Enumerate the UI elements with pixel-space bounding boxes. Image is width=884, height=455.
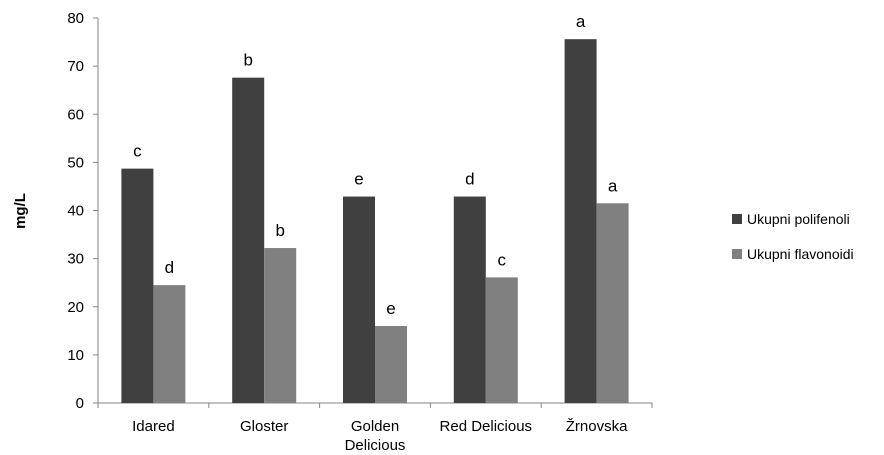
y-tick-label: 30 — [67, 251, 84, 268]
bar — [453, 196, 486, 403]
y-tick-label: 20 — [67, 299, 84, 316]
bar — [264, 248, 297, 403]
y-tick-label: 0 — [76, 395, 84, 412]
bar — [596, 203, 629, 403]
data-label: d — [465, 170, 474, 189]
chart-labels: Idared Gloster Golden Delicious Red Deliciou… — [132, 12, 628, 454]
legend-label: Ukupni polifenoli — [747, 211, 850, 227]
x-tick-label: Žrnovska — [566, 418, 628, 435]
x-tick-label: Gloster — [240, 418, 288, 435]
data-label: b — [243, 51, 252, 70]
legend-label: Ukupni flavonoidi — [747, 246, 854, 262]
bar — [343, 196, 375, 403]
y-tick-label: 50 — [67, 154, 84, 171]
x-tick-label: Golden — [351, 418, 399, 435]
bar — [485, 277, 518, 403]
bar — [121, 168, 154, 403]
data-label: e — [354, 170, 363, 189]
data-label: a — [608, 176, 618, 195]
y-tick-label: 40 — [67, 203, 84, 220]
data-label: c — [133, 142, 142, 161]
bar — [564, 39, 597, 404]
data-label: b — [275, 221, 284, 240]
chart-bars — [121, 39, 629, 404]
y-axis-title: mg/L — [12, 193, 29, 229]
data-label: a — [576, 12, 586, 31]
x-tick-label: Red Delicious — [440, 418, 533, 435]
bar — [232, 77, 265, 404]
data-label: c — [498, 250, 507, 269]
y-tick-label: 70 — [67, 58, 84, 75]
legend-swatch — [732, 249, 742, 259]
bar — [375, 326, 407, 403]
chart-axes: 0 10 20 30 40 50 60 70 80 — [67, 10, 653, 412]
data-label: e — [386, 299, 395, 318]
y-tick-label: 10 — [67, 347, 84, 364]
x-tick-label: Delicious — [345, 437, 406, 454]
bar — [153, 285, 186, 403]
y-tick-label: 80 — [67, 10, 84, 27]
y-tick-label: 60 — [67, 106, 84, 123]
legend: Ukupni polifenoli Ukupni flavonoidi — [732, 211, 854, 262]
data-label: d — [165, 258, 174, 277]
x-tick-label: Idared — [132, 418, 175, 435]
legend-swatch — [732, 214, 742, 224]
